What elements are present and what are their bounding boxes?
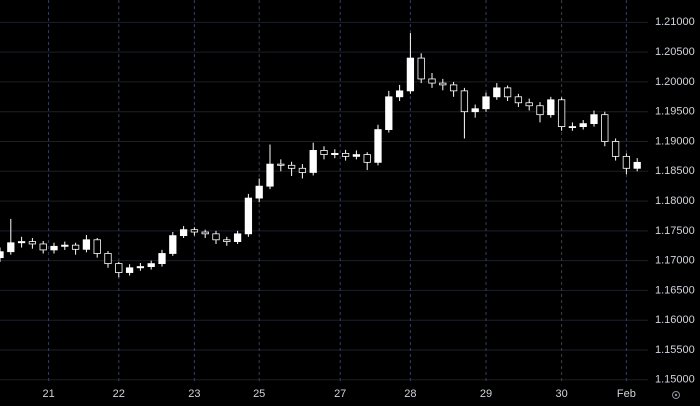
candle-body [536,105,544,116]
y-tick-label: 1.20500 [655,46,695,58]
candle-body [223,239,231,242]
candle-body [568,126,577,128]
x-tick-label: 28 [404,388,416,400]
icon-dot [674,393,678,397]
candle-body [374,129,382,163]
candle-body [428,78,436,84]
candle-body [158,253,166,265]
y-tick-label: 1.15000 [655,374,695,386]
candle-body [341,153,350,157]
x-tick-label: 30 [555,388,567,400]
grid [0,0,648,382]
candle-body [212,233,220,241]
candle-body [115,263,123,273]
y-tick-label: 1.17500 [655,225,695,237]
candle-body [7,242,15,253]
candle-body [547,99,555,116]
candle-body [385,96,393,130]
candle-body [439,82,447,86]
y-tick-label: 1.17000 [655,255,695,267]
x-tick-label: 23 [188,388,200,400]
candle-body [633,161,641,169]
candle-body [611,141,620,157]
candle-body [93,239,101,254]
candle-body [82,239,91,250]
candle-body [190,229,199,233]
candle-body [449,84,458,92]
y-tick-label: 1.21000 [655,16,695,28]
icon-ring [672,391,680,399]
candle-body [557,99,566,127]
y-tick-label: 1.18000 [655,195,695,207]
candle-body [601,114,609,142]
candle-body [71,244,80,250]
candle-body [471,108,479,113]
candle-body [460,90,469,113]
settings-icon[interactable] [672,391,680,399]
candle-body [395,90,404,98]
x-tick-label: 21 [42,388,54,400]
candle-body [309,150,317,173]
x-tick-label: Feb [617,388,636,400]
candle-body [169,235,177,254]
candle-body [125,267,134,273]
candle-body [514,96,523,104]
candles [0,33,641,278]
candle-body [622,155,631,169]
candle-body [525,102,533,107]
candle-body [147,263,155,267]
candle-body [0,251,4,259]
candle-body [61,244,69,247]
candle-body [363,154,371,163]
candle-body [244,197,253,235]
x-tick-label: 25 [253,388,265,400]
candle-body [406,57,415,92]
y-tick-label: 1.16500 [655,284,695,296]
candle-body [590,114,598,125]
candle-body [287,164,296,169]
axis-labels: 1.15000 1.15500 1.16000 1.16500 1.17000 1.175… [42,16,694,400]
x-tick-label: 22 [113,388,125,400]
candle-body [255,185,263,199]
x-tick-label: 27 [334,388,346,400]
candle-body [17,241,26,244]
candle-body [39,243,47,251]
y-tick-label: 1.19500 [655,106,695,118]
y-tick-label: 1.20000 [655,76,695,88]
x-tick-label: 29 [480,388,492,400]
y-tick-label: 1.18500 [655,165,695,177]
candle-body [298,167,307,173]
candle-body [352,154,361,157]
candle-body [417,57,425,80]
candle-body [579,123,587,127]
candle-body [331,153,339,155]
y-tick-label: 1.15500 [655,344,695,356]
candle-body [28,241,37,245]
candle-body [104,253,112,265]
candle-body [493,87,501,98]
candle-body [482,96,490,110]
candle-body [136,266,145,269]
candle-body [277,163,285,166]
y-tick-label: 1.16000 [655,314,695,326]
candle-body [201,231,209,235]
candle-body [320,150,328,155]
y-tick-label: 1.19000 [655,135,695,147]
candle-body [503,87,512,98]
candle-body [233,233,242,242]
candle-body [266,163,274,187]
candle-body [179,229,188,237]
candle-body [50,245,58,251]
